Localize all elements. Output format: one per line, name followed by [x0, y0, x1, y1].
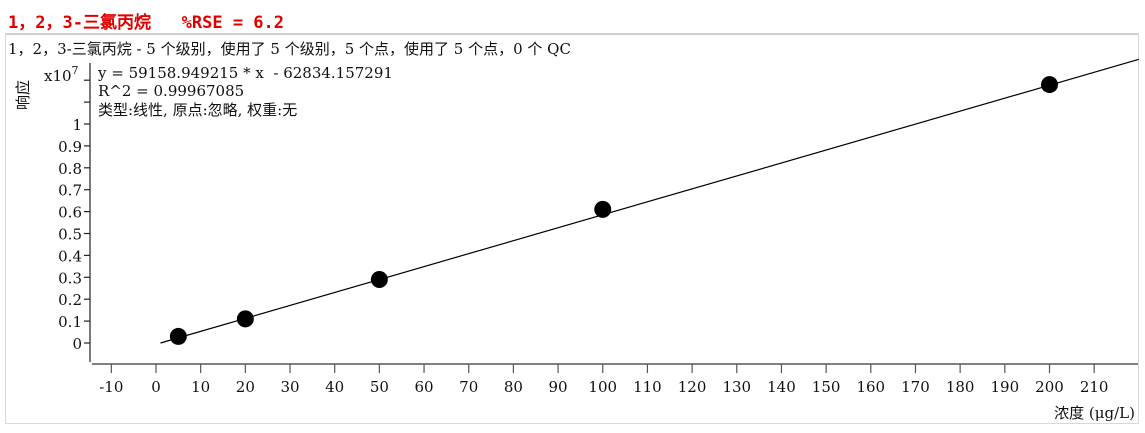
- y-tick-label: 0.8: [58, 160, 82, 178]
- x-tick-label: 120: [678, 378, 707, 396]
- x-tick-label: 100: [588, 378, 617, 396]
- chart-header-title: 1，2，3-三氯丙烷 %RSE = 6.2: [8, 13, 284, 33]
- fit-equation: y = 59158.949215 * x - 62834.157291: [97, 64, 393, 82]
- x-tick-label: 20: [236, 378, 255, 396]
- x-tick-label: 150: [812, 378, 841, 396]
- y-tick-label: 0.9: [58, 138, 82, 156]
- x-tick-label: 80: [504, 378, 523, 396]
- data-point: [370, 270, 388, 288]
- y-multiplier-exponent: 7: [72, 64, 79, 77]
- y-tick-label: 0.5: [58, 226, 82, 244]
- chart-title: 1，2，3-三氯丙烷 - 5 个级别，使用了 5 个级别，5 个点，使用了 5 …: [8, 40, 571, 58]
- y-axis-label: 响应: [14, 80, 32, 110]
- y-tick-label: 0: [72, 335, 82, 353]
- x-tick-label: 110: [633, 378, 662, 396]
- y-tick-label: 1: [72, 116, 82, 134]
- y-tick-label: 0.1: [58, 313, 82, 331]
- fit-info: 类型:线性, 原点:忽略, 权重:无: [98, 101, 297, 119]
- y-multiplier: x107: [44, 64, 79, 85]
- x-tick-label: 170: [901, 378, 930, 396]
- x-tick-label: -10: [99, 378, 123, 396]
- x-tick-label: 40: [325, 378, 344, 396]
- x-tick-label: 140: [767, 378, 796, 396]
- x-tick-label: 50: [370, 378, 389, 396]
- x-tick-label: 190: [991, 378, 1020, 396]
- x-tick-label: 90: [549, 378, 568, 396]
- x-tick-label: 160: [856, 378, 885, 396]
- data-point: [169, 327, 187, 345]
- fit-line: [160, 58, 1140, 344]
- x-tick-label: 0: [151, 378, 161, 396]
- x-tick-label: 200: [1035, 378, 1064, 396]
- y-tick-label: 0.4: [58, 247, 82, 265]
- x-tick-label: 70: [459, 378, 478, 396]
- data-point: [1041, 76, 1058, 94]
- y-multiplier-base: x10: [44, 67, 72, 85]
- data-point: [594, 200, 612, 218]
- chart-panel: [5, 33, 1139, 424]
- x-tick-label: 180: [946, 378, 975, 396]
- x-tick-label: 30: [280, 378, 299, 396]
- y-tick-label: 0.2: [58, 291, 82, 309]
- x-tick-label: 210: [1080, 378, 1109, 396]
- y-tick-label: 0.7: [58, 182, 82, 200]
- data-point: [236, 310, 254, 328]
- x-tick-label: 60: [415, 378, 434, 396]
- y-tick-label: 0.6: [58, 204, 82, 222]
- y-tick-label: 0.3: [58, 269, 82, 287]
- x-axis-label: 浓度 (μg/L): [1054, 404, 1135, 422]
- fit-r-squared: R^2 = 0.99967085: [98, 82, 244, 100]
- x-tick-label: 130: [722, 378, 751, 396]
- x-tick-label: 10: [191, 378, 210, 396]
